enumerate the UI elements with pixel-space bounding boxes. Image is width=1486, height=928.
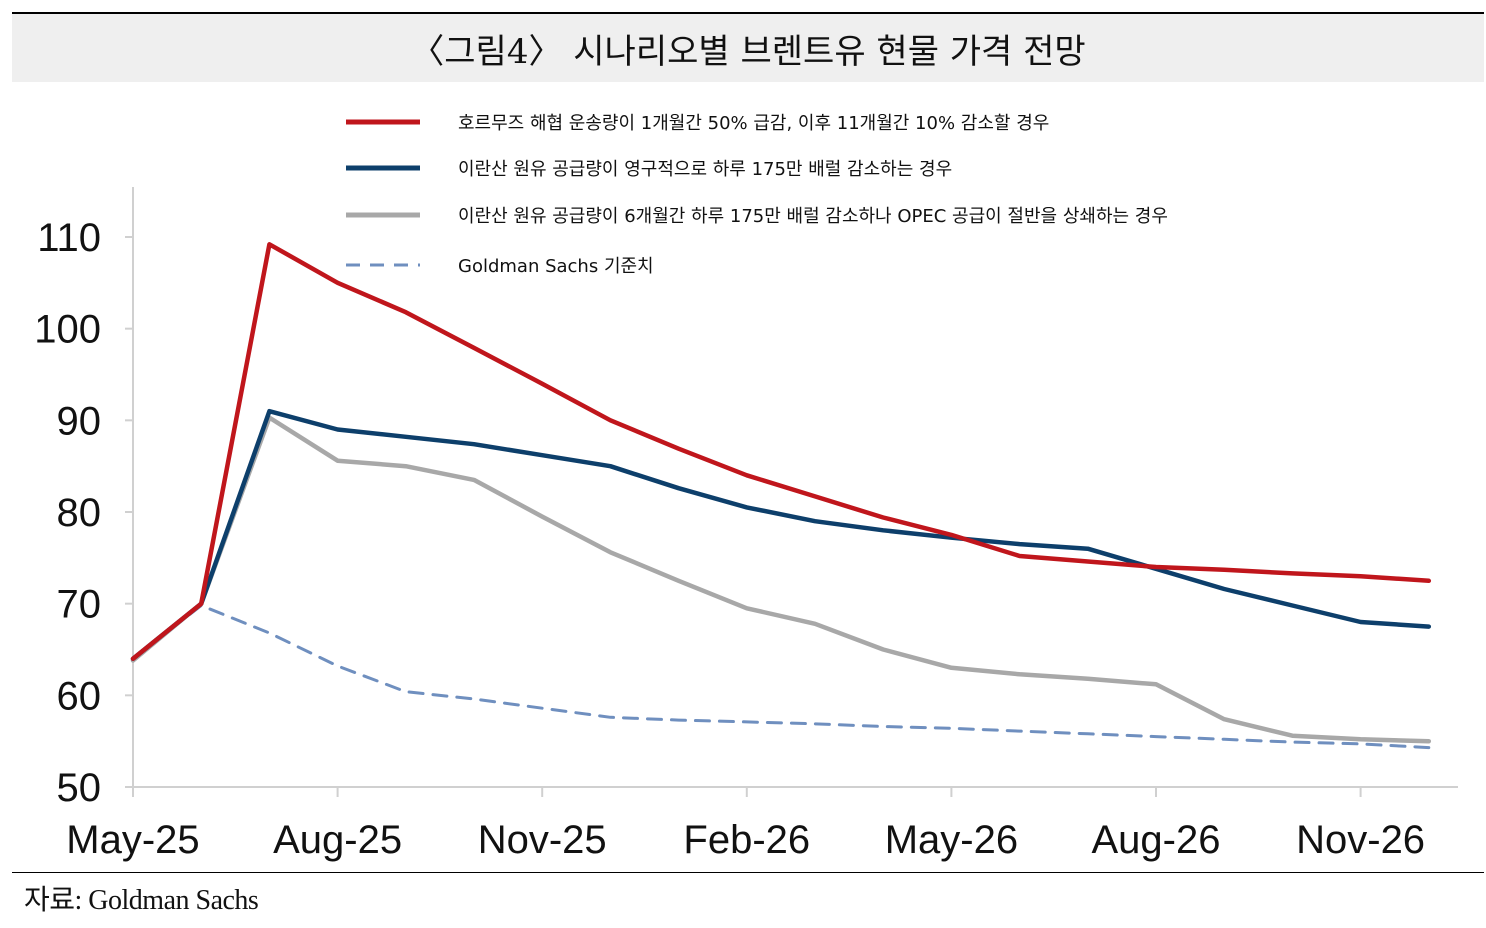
x-tick-label: May-25 (66, 818, 199, 862)
x-tick-label: Aug-25 (273, 818, 402, 862)
y-tick-label: 100 (34, 308, 101, 352)
x-tick-label: Aug-26 (1092, 818, 1221, 862)
y-tick-label: 80 (57, 491, 102, 535)
legend-box (422, 92, 1484, 292)
y-tick-label: 70 (57, 583, 102, 627)
y-tick-label: 50 (57, 766, 102, 810)
series-line-4 (131, 604, 1431, 750)
y-tick-label: 60 (57, 674, 102, 718)
legend-label-2: 이란산 원유 공급량이 영구적으로 하루 175만 배럴 감소하는 경우 (458, 159, 952, 180)
series-line-3 (130, 415, 1432, 744)
y-tick-label: 110 (37, 216, 101, 260)
line-chart: 50 60 70 80 90 100 110 May-25 Aug-25 Nov-25 Feb-26… (34, 92, 1484, 862)
series-line-1 (130, 242, 1432, 661)
legend-label-4: Goldman Sachs 기준치 (458, 256, 654, 277)
title-bar: 〈그림4〉 시나리오별 브렌트유 현물 가격 전망 (12, 14, 1484, 82)
legend-label-1: 호르무즈 해협 운송량이 1개월간 50% 급감, 이후 11개월간 10% 감… (458, 113, 1049, 134)
top-rule (12, 12, 1484, 14)
x-tick-label: Feb-26 (683, 818, 810, 862)
x-tick-label: Nov-26 (1296, 818, 1425, 862)
source-note: 자료: Goldman Sachs (24, 885, 259, 916)
bottom-rule (12, 872, 1484, 873)
figure-title: 〈그림4〉 시나리오별 브렌트유 현물 가격 전망 (410, 31, 1086, 72)
x-tick-label: May-26 (885, 818, 1018, 862)
y-tick-label: 90 (57, 399, 102, 443)
chart-axes: 50 60 70 80 90 100 110 May-25 Aug-25 Nov-25 Feb-26… (34, 187, 1458, 862)
x-tick-label: Nov-25 (478, 818, 607, 862)
series-line-2 (130, 408, 1432, 661)
legend-label-3: 이란산 원유 공급량이 6개월간 하루 175만 배럴 감소하나 OPEC 공급… (458, 206, 1168, 227)
chart-series-lines (130, 242, 1432, 750)
chart-legend: 호르무즈 해협 운송량이 1개월간 50% 급감, 이후 11개월간 10% 감… (346, 92, 1484, 292)
